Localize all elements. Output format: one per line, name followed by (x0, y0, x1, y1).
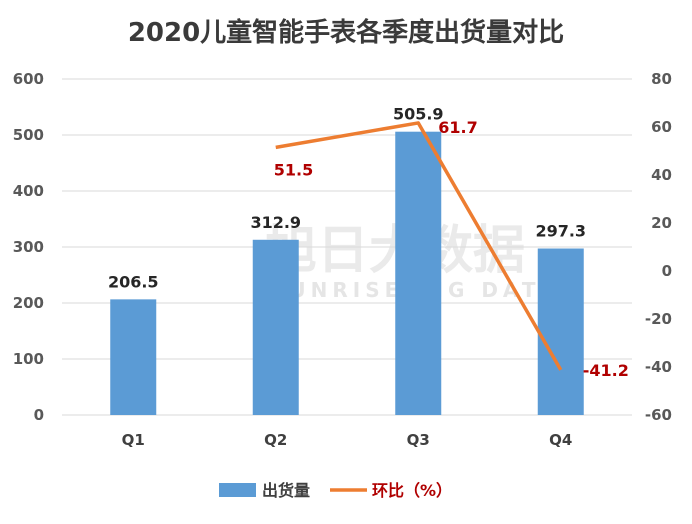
line-series (275, 121, 563, 371)
y-right-tick-label: 20 (651, 214, 672, 232)
y-right-tick-label: 80 (651, 70, 672, 88)
bar (110, 299, 157, 415)
x-tick-label: Q1 (122, 431, 145, 449)
y-left-tick-label: 500 (13, 126, 44, 144)
y-right-tick-label: -60 (645, 406, 672, 424)
y-right-tick-label: 60 (651, 118, 672, 136)
y-left-tick-label: 200 (13, 294, 44, 312)
line-data-label: 61.7 (438, 118, 477, 137)
chart-title: 2020儿童智能手表各季度出货量对比 (127, 18, 565, 48)
bar (395, 131, 442, 416)
y-right-tick-label: -40 (645, 358, 672, 376)
legend-swatch-bar (219, 483, 256, 497)
legend-label-bar: 出货量 (262, 481, 310, 500)
bar (537, 248, 584, 415)
legend: 出货量 环比（%） (219, 481, 452, 500)
watermark-cn: 旭日大数据 (265, 221, 525, 281)
y-left-tick-label: 600 (13, 70, 44, 88)
data-labels: 206.5 312.9 505.9 297.3 51.5 61.7 -41.2 (108, 105, 629, 380)
y-left-tick-label: 100 (13, 350, 44, 368)
y-right-tick-label: 0 (662, 262, 672, 280)
legend-label-line: 环比（%） (372, 481, 452, 500)
bar-data-label: 312.9 (250, 213, 301, 232)
line-path (275, 121, 563, 371)
bar (252, 239, 299, 415)
line-data-label: 51.5 (274, 160, 313, 179)
line-data-label: -41.2 (583, 361, 629, 380)
bar-data-label: 206.5 (108, 272, 159, 291)
bar-series (110, 131, 584, 416)
bar-data-label: 505.9 (393, 105, 444, 124)
x-tick-label: Q2 (264, 431, 287, 449)
y-left-tick-label: 300 (13, 238, 44, 256)
x-tick-label: Q4 (549, 431, 572, 449)
axes: 0 100 200 300 400 500 600 -60 -40 -20 0 20 40 60 80 Q1 Q… (13, 70, 672, 449)
y-left-tick-label: 400 (13, 182, 44, 200)
bar-data-label: 297.3 (535, 222, 586, 241)
y-left-tick-label: 0 (34, 406, 44, 424)
y-right-tick-label: 40 (651, 166, 672, 184)
y-right-tick-label: -20 (645, 310, 672, 328)
x-tick-label: Q3 (407, 431, 430, 449)
